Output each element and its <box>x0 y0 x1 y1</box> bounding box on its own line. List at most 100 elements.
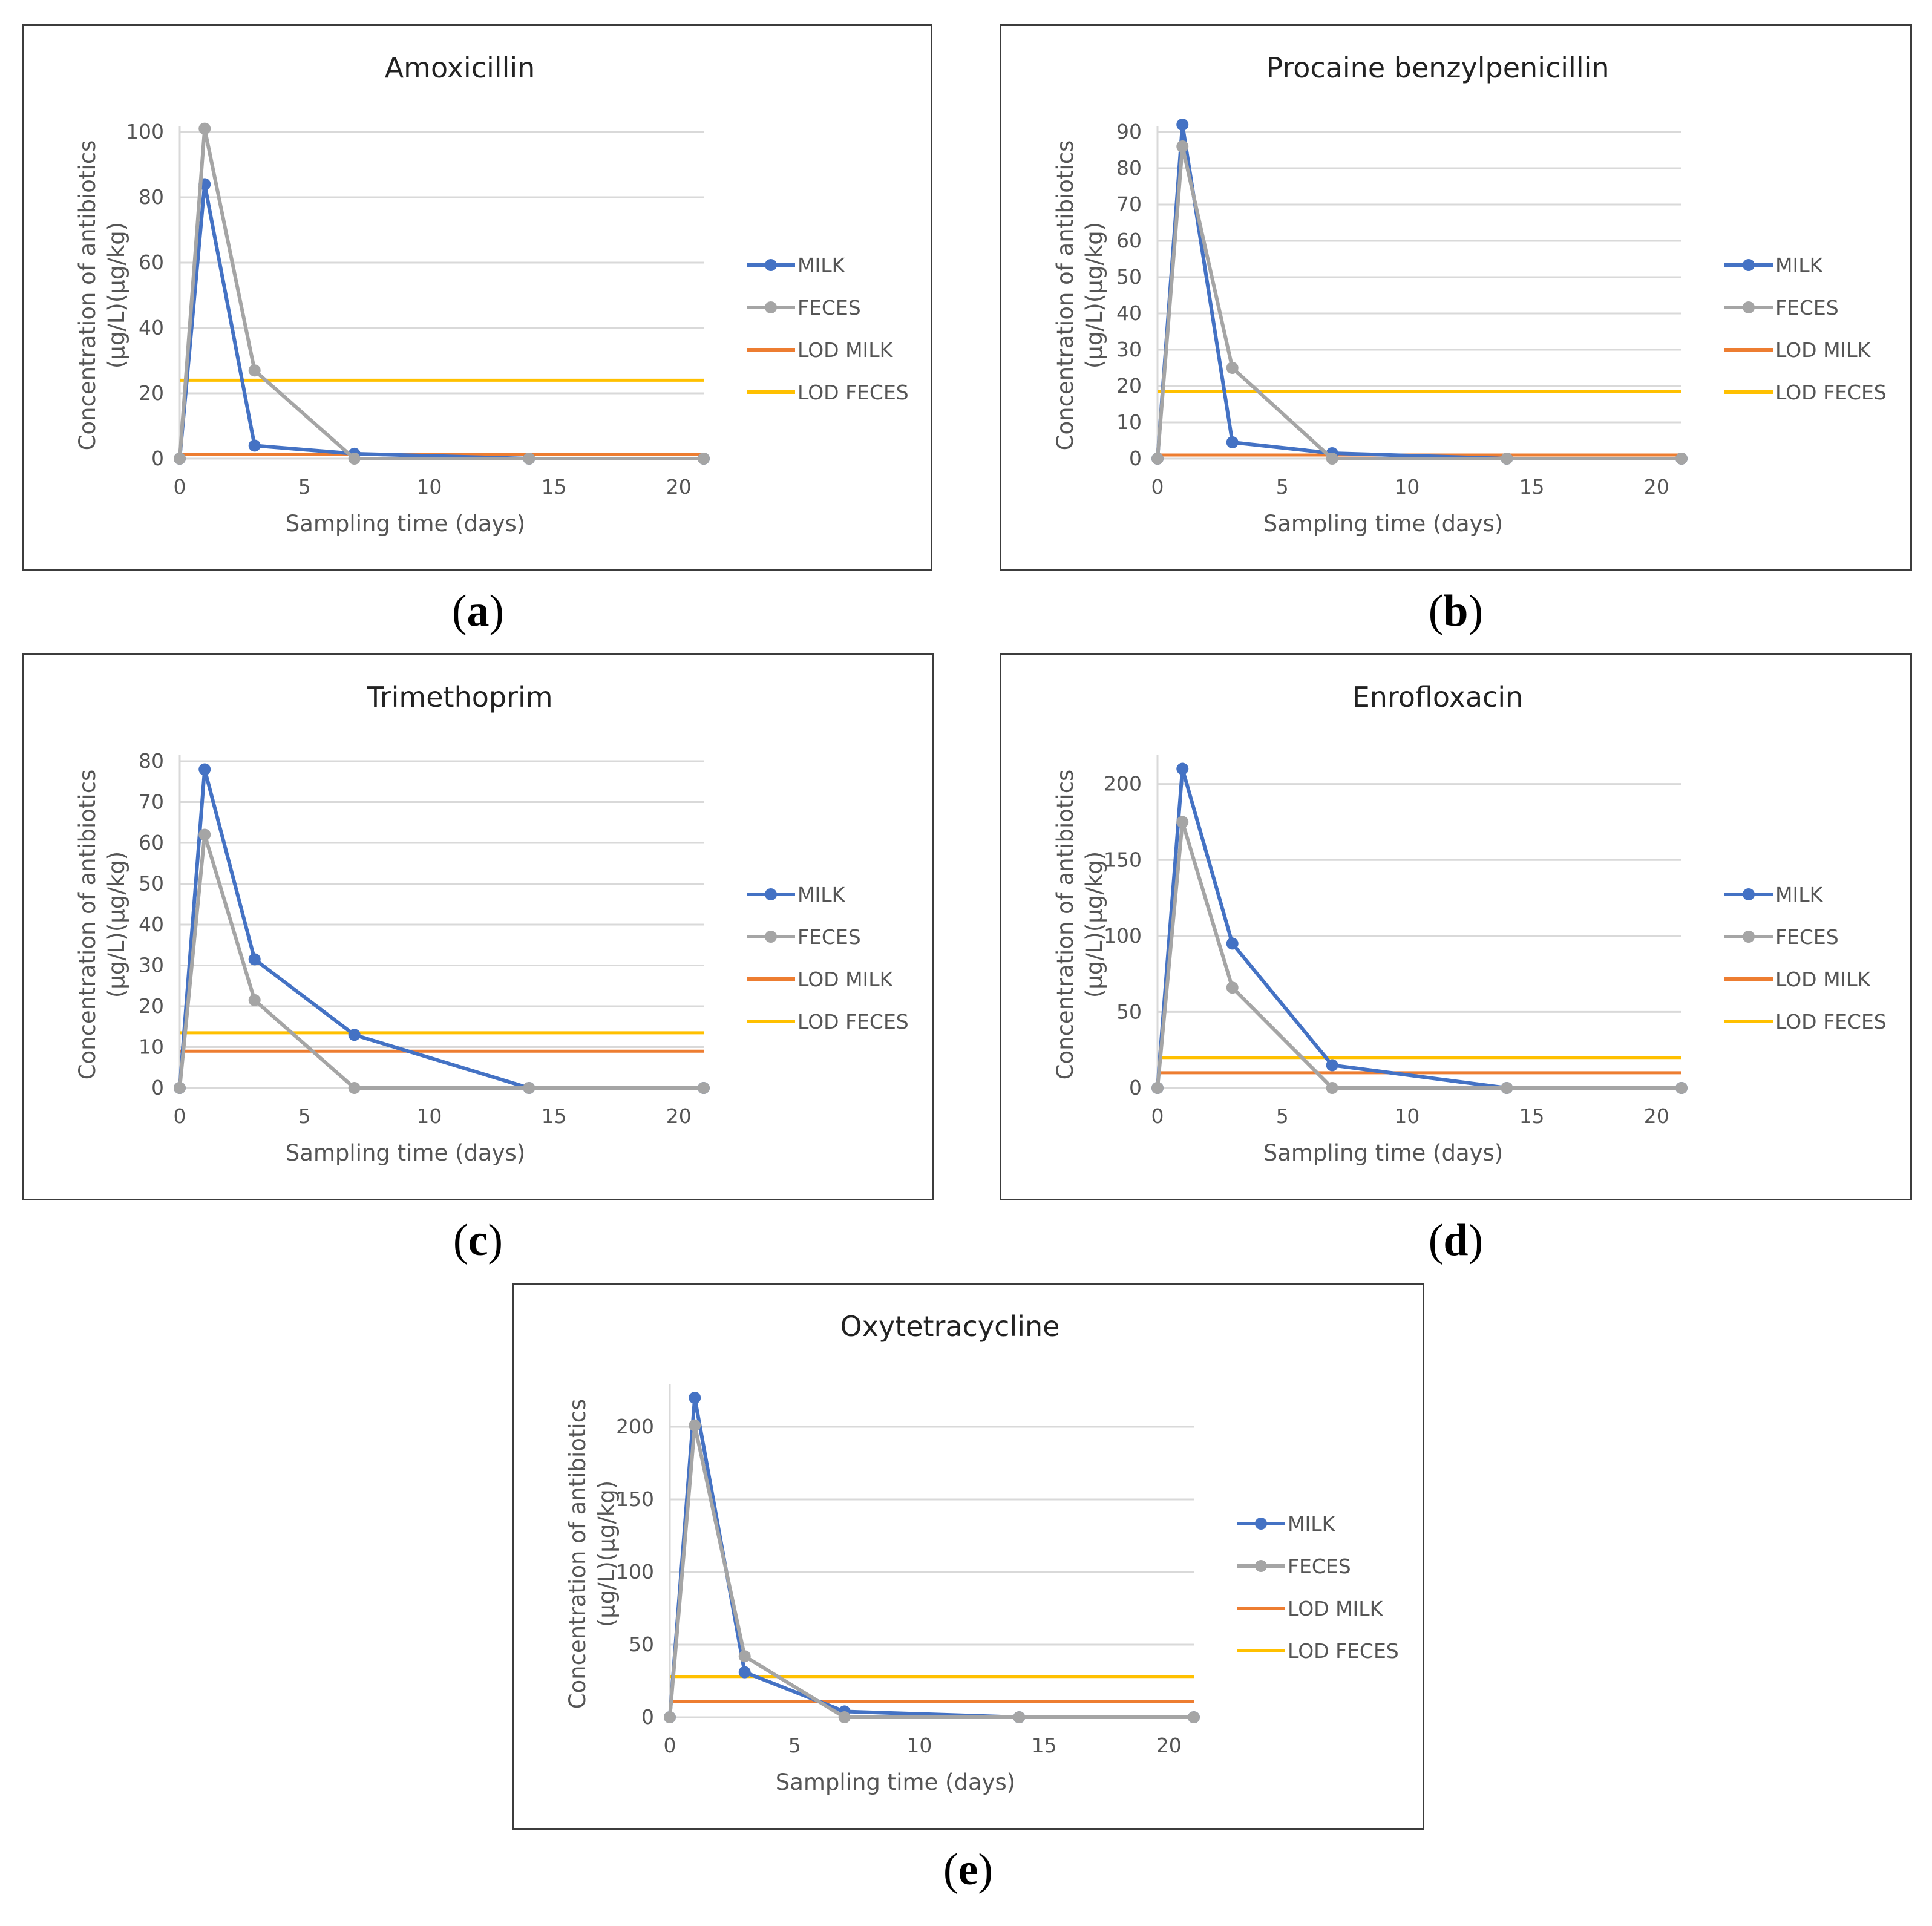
x-axis-label: Sampling time (days) <box>1263 1140 1504 1166</box>
y-tick-label: 200 <box>616 1415 654 1438</box>
y-tick-label: 10 <box>1116 410 1142 434</box>
y-axis-label: Concentration of antibiotics (µg/L)(µg/kg… <box>74 140 129 451</box>
x-tick-label: 10 <box>906 1734 932 1757</box>
legend-marker-milk <box>1743 259 1755 271</box>
feces-point <box>1013 1711 1026 1723</box>
chart-svg-c: Trimethoprim 0 10 20 30 40 50 60 70 80 0 5 10 15 20 Sam… <box>74 681 909 1166</box>
chart-title: Trimethoprim <box>366 681 552 713</box>
milk-point <box>1226 436 1239 448</box>
y-axis-label-line1: Concentration of antibiotics <box>74 770 100 1080</box>
y-tick-label: 10 <box>139 1035 164 1059</box>
y-tick-label: 100 <box>126 120 164 143</box>
chart-panel-c: Trimethoprim 0 10 20 30 40 50 60 70 80 0 5 10 15 20 Sam… <box>22 653 934 1200</box>
milk-series-line <box>1156 767 1681 1090</box>
x-tick-label: 0 <box>174 475 186 499</box>
legend-label-lod-milk: LOD MILK <box>797 968 894 991</box>
y-tick-label: 0 <box>1129 447 1142 470</box>
y-tick-label: 80 <box>139 749 164 773</box>
y-tick-label: 20 <box>1116 374 1142 398</box>
legend-label-milk: MILK <box>797 254 846 277</box>
feces-point <box>689 1419 701 1432</box>
y-tick-label: 40 <box>1116 301 1142 325</box>
y-axis-label-line1: Concentration of antibiotics <box>74 140 100 451</box>
legend-label-feces: FECES <box>797 925 861 949</box>
feces-point <box>1151 453 1164 465</box>
legend-label-lod-milk: LOD MILK <box>1775 968 1871 991</box>
legend-label-milk: MILK <box>1288 1512 1336 1536</box>
legend-label-lod-milk: LOD MILK <box>1775 338 1871 362</box>
feces-point <box>248 994 261 1006</box>
legend-marker-milk <box>1255 1518 1267 1530</box>
milk-series-line <box>178 182 704 460</box>
x-tick-label: 5 <box>1276 1104 1289 1128</box>
feces-point <box>1326 1082 1338 1094</box>
y-axis-label-line1: Concentration of antibiotics <box>1052 140 1078 451</box>
milk-series-line <box>1156 123 1681 460</box>
legend-marker-milk <box>765 888 777 900</box>
milk-series-line <box>178 767 704 1090</box>
feces-point <box>698 1082 710 1094</box>
x-tick-label: 5 <box>298 475 311 499</box>
feces-point <box>523 453 535 465</box>
y-tick-label: 50 <box>1116 265 1142 289</box>
x-tick-label: 5 <box>788 1734 801 1757</box>
x-tick-label: 15 <box>1519 1104 1545 1128</box>
x-tick-label: 15 <box>1032 1734 1057 1757</box>
y-axis-label-line2: (µg/L)(µg/kg) <box>594 1481 620 1627</box>
milk-point <box>248 953 261 966</box>
y-tick-label: 150 <box>1104 848 1142 871</box>
chart-svg-e: Oxytetracycline 0 50 100 150 200 0 5 10 15 20 Sampl… <box>565 1310 1399 1795</box>
x-tick-label: 20 <box>1644 475 1669 499</box>
feces-series-line <box>178 833 704 1090</box>
legend-label-lod-feces: LOD FECES <box>1775 1010 1887 1033</box>
legend-label-feces: FECES <box>1775 925 1839 949</box>
legend-label-milk: MILK <box>1775 883 1824 906</box>
y-tick-label: 70 <box>139 790 164 814</box>
y-tick-label: 80 <box>139 185 164 209</box>
y-axis-label-line2: (µg/L)(µg/kg) <box>1081 222 1107 368</box>
legend-marker-feces <box>765 931 777 943</box>
chart-title: Procaine benzylpenicillin <box>1266 51 1609 84</box>
y-tick-label: 60 <box>1116 229 1142 252</box>
y-tick-label: 30 <box>1116 338 1142 361</box>
chart-title: Amoxicillin <box>385 51 535 84</box>
x-tick-label: 10 <box>416 475 442 499</box>
feces-point <box>1176 140 1189 152</box>
feces-point <box>248 364 261 377</box>
feces-point <box>174 1082 186 1094</box>
chart-panel-b: Procaine benzylpenicillin 0 10 20 30 40 50 60 70… <box>1000 24 1912 571</box>
feces-point <box>348 1082 361 1094</box>
y-axis-label: Concentration of antibiotics (µg/L)(µg/kg… <box>1052 140 1107 451</box>
x-tick-label: 10 <box>416 1104 442 1128</box>
milk-point <box>1226 937 1239 950</box>
y-axis-label-line1: Concentration of antibiotics <box>565 1399 591 1709</box>
feces-point <box>698 453 710 465</box>
x-tick-label: 15 <box>542 1104 567 1128</box>
feces-point <box>523 1082 535 1094</box>
legend-label-feces: FECES <box>797 296 861 319</box>
feces-point <box>664 1711 676 1723</box>
legend-label-feces: FECES <box>1775 296 1839 319</box>
x-tick-label: 10 <box>1394 1104 1420 1128</box>
feces-point <box>198 122 211 135</box>
y-axis-label: Concentration of antibiotics (µg/L)(µg/kg… <box>1052 770 1107 1080</box>
y-tick-label: 20 <box>139 381 164 405</box>
x-axis-label: Sampling time (days) <box>776 1769 1016 1795</box>
legend-label-lod-feces: LOD FECES <box>797 381 909 404</box>
y-tick-label: 60 <box>139 831 164 854</box>
panel-caption-c: (c) <box>453 1216 503 1265</box>
legend-label-lod-feces: LOD FECES <box>1775 381 1887 404</box>
feces-point <box>1226 981 1239 994</box>
y-tick-label: 150 <box>616 1487 654 1511</box>
x-tick-label: 20 <box>666 475 692 499</box>
y-tick-label: 20 <box>139 994 164 1018</box>
feces-point <box>1675 453 1688 465</box>
y-axis-label-line2: (µg/L)(µg/kg) <box>103 851 129 998</box>
milk-point <box>1176 119 1189 131</box>
y-axis-label-line2: (µg/L)(µg/kg) <box>103 222 129 368</box>
y-tick-label: 60 <box>139 251 164 274</box>
feces-point <box>1226 362 1239 374</box>
chart-panel-a: Amoxicillin 0 20 40 60 80 100 0 5 10 15 20 Sampling … <box>22 24 932 571</box>
milk-point <box>348 1029 361 1041</box>
x-tick-label: 0 <box>174 1104 186 1128</box>
